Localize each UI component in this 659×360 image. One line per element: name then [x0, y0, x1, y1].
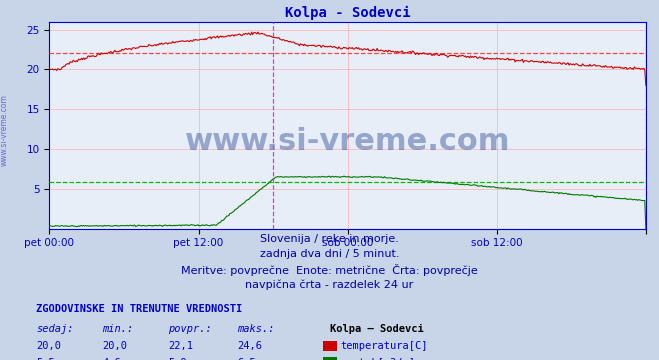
Text: pretok[m3/s]: pretok[m3/s]	[340, 358, 415, 360]
Text: zadnja dva dni / 5 minut.: zadnja dva dni / 5 minut.	[260, 249, 399, 259]
Text: ZGODOVINSKE IN TRENUTNE VREDNOSTI: ZGODOVINSKE IN TRENUTNE VREDNOSTI	[36, 304, 243, 314]
Text: 24,6: 24,6	[237, 341, 262, 351]
Text: 20,0: 20,0	[102, 341, 127, 351]
Text: 22,1: 22,1	[168, 341, 193, 351]
Text: www.si-vreme.com: www.si-vreme.com	[0, 94, 9, 166]
Text: Slovenija / reke in morje.: Slovenija / reke in morje.	[260, 234, 399, 244]
Text: 4,6: 4,6	[102, 358, 121, 360]
Text: navpična črta - razdelek 24 ur: navpična črta - razdelek 24 ur	[245, 279, 414, 290]
Text: 20,0: 20,0	[36, 341, 61, 351]
Text: maks.:: maks.:	[237, 324, 275, 334]
Text: sedaj:: sedaj:	[36, 324, 74, 334]
Text: Kolpa – Sodevci: Kolpa – Sodevci	[330, 324, 423, 334]
Text: 5,9: 5,9	[168, 358, 186, 360]
Text: 6,5: 6,5	[237, 358, 256, 360]
Text: povpr.:: povpr.:	[168, 324, 212, 334]
Text: Meritve: povprečne  Enote: metrične  Črta: povprečje: Meritve: povprečne Enote: metrične Črta:…	[181, 264, 478, 276]
Text: www.si-vreme.com: www.si-vreme.com	[185, 127, 510, 156]
Title: Kolpa - Sodevci: Kolpa - Sodevci	[285, 6, 411, 21]
Text: temperatura[C]: temperatura[C]	[340, 341, 428, 351]
Text: min.:: min.:	[102, 324, 133, 334]
Text: 5,5: 5,5	[36, 358, 55, 360]
